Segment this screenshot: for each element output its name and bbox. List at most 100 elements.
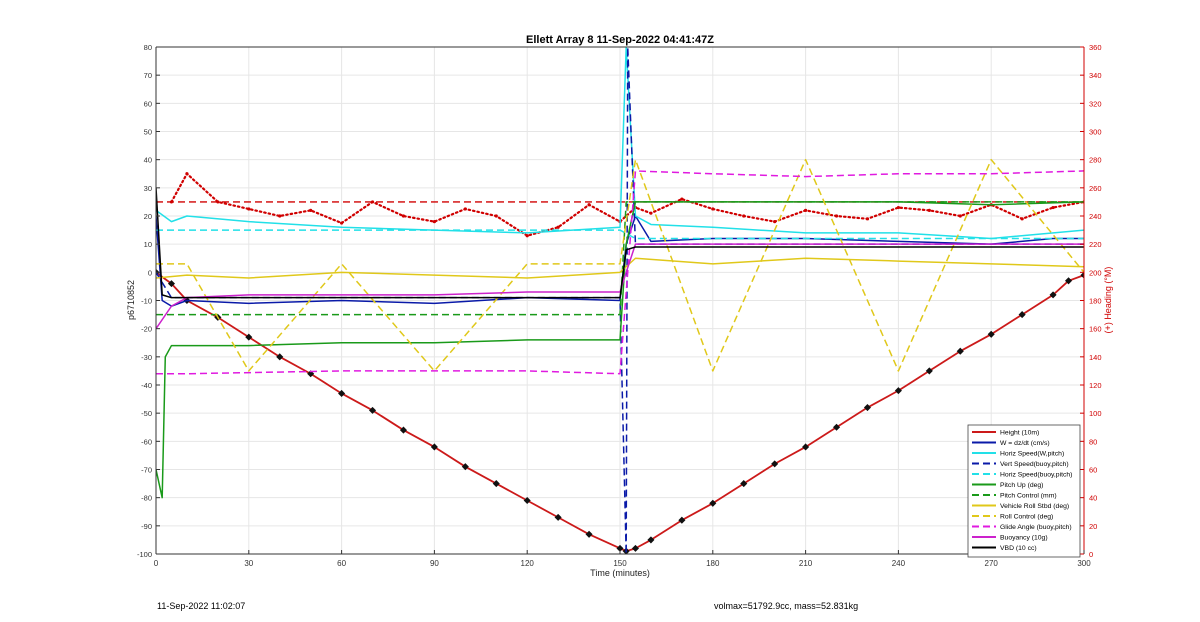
series-line-9	[156, 170, 1084, 375]
height-marker	[1018, 311, 1026, 319]
height-marker	[863, 403, 872, 412]
height-marker	[956, 347, 964, 355]
heading-point	[680, 197, 684, 201]
right-tick-label: 280	[1089, 156, 1102, 165]
y-tick-label: -50	[141, 409, 152, 418]
heading-point	[169, 200, 174, 204]
legend-label-11: VBD (10 cc)	[1000, 545, 1037, 552]
height-marker	[740, 480, 748, 488]
heading-series-line	[170, 171, 1084, 237]
height-marker	[368, 406, 377, 414]
height-marker	[925, 367, 933, 375]
legend-label-8: Roll Control (deg)	[1000, 514, 1053, 521]
heading-point	[463, 207, 467, 211]
heading-point	[773, 220, 777, 224]
right-tick-label: 180	[1089, 297, 1102, 306]
height-marker	[430, 443, 438, 451]
heading-point	[247, 207, 251, 211]
legend: Height (10m) W = dz/dt (cm/s) Horiz Speed(…	[967, 424, 1081, 558]
height-marker	[802, 443, 810, 451]
y-tick-label: -80	[141, 494, 152, 503]
heading-point	[370, 200, 375, 204]
y-tick-label: 0	[148, 268, 152, 277]
right-tick-label: 100	[1089, 409, 1102, 418]
heading-point	[958, 214, 962, 218]
axes: 0 30 60 90 120 150 180 210 240 270 300-100-90-80-7…	[137, 43, 1102, 568]
x-tick-label: 150	[613, 559, 627, 568]
right-tick-label: 140	[1089, 353, 1102, 362]
y-tick-label: 40	[144, 156, 152, 165]
series-line-4	[156, 229, 1084, 240]
legend-label-1: W = dz/dt (cm/s)	[1000, 440, 1050, 447]
y-tick-label: -10	[141, 297, 152, 306]
heading-point	[278, 214, 282, 218]
y-tick-label: -70	[141, 466, 152, 475]
footer-timestamp: 11-Sep-2022 11:02:07	[157, 601, 246, 611]
series-line-11	[156, 187, 1084, 299]
y-tick-label: 60	[144, 99, 152, 108]
heading-point	[401, 214, 406, 218]
heading-point	[865, 217, 870, 221]
height-marker	[678, 516, 686, 524]
right-tick-label: 240	[1089, 212, 1102, 221]
heading-point	[185, 172, 189, 176]
heading-point	[216, 200, 220, 204]
legend-label-10: Buoyancy (10g)	[1000, 535, 1048, 542]
heading-point	[896, 205, 901, 210]
legend-label-3: Vert Speed(buoy,pitch)	[1000, 461, 1069, 468]
right-tick-label: 120	[1089, 381, 1102, 390]
height-marker	[647, 536, 655, 544]
legend-label-0: Height (10m)	[1000, 430, 1039, 437]
y-tick-label: -100	[137, 550, 152, 559]
legend-label-2: Horiz Speed(W,pitch)	[1000, 451, 1064, 458]
right-tick-label: 340	[1089, 71, 1102, 80]
right-tick-label: 360	[1089, 43, 1102, 52]
legend-label-6: Pitch Control (mm)	[1000, 493, 1057, 500]
height-marker	[276, 353, 284, 361]
heading-point	[525, 234, 529, 238]
chart-title: Ellett Array 8 11-Sep-2022 04:41:47Z	[526, 34, 714, 46]
height-marker	[167, 280, 176, 288]
heading-point	[432, 220, 436, 224]
right-tick-label: 260	[1089, 184, 1102, 193]
height-marker	[492, 480, 500, 488]
right-tick-label: 160	[1089, 325, 1102, 334]
heading-point	[556, 225, 560, 229]
heading-point	[340, 221, 344, 225]
heading-point	[587, 203, 591, 207]
height-marker	[832, 423, 841, 431]
y-tick-label: -30	[141, 353, 152, 362]
heading-point	[834, 214, 839, 218]
y-tick-label: 30	[144, 184, 152, 193]
height-marker	[616, 544, 624, 552]
y-tick-label: -90	[141, 522, 152, 531]
right-tick-label: 200	[1089, 268, 1102, 277]
y-tick-label: -40	[141, 381, 152, 390]
height-marker	[338, 389, 346, 397]
right-tick-label: 320	[1089, 99, 1102, 108]
y-tick-label: -20	[141, 325, 152, 334]
y-axis-label: p6710852	[126, 280, 136, 320]
series-lines	[156, 47, 1084, 554]
x-axis-label: Time (minutes)	[590, 568, 650, 578]
legend-label-4: Horiz Speed(buoy,pitch)	[1000, 472, 1072, 479]
y-tick-label: 70	[144, 71, 152, 80]
right-tick-label: 0	[1089, 550, 1093, 559]
y-tick-label: 20	[144, 212, 152, 221]
heading-point	[711, 207, 715, 211]
legend-label-7: Vehicle Roll Stbd (deg)	[1000, 503, 1069, 510]
right-tick-label: 40	[1089, 494, 1097, 503]
x-tick-label: 60	[337, 559, 346, 568]
x-tick-label: 30	[244, 559, 253, 568]
series-line-2	[156, 47, 1084, 240]
right-axis-label: (+) Heading (°M)	[1103, 267, 1113, 334]
heading-point	[927, 208, 931, 212]
right-tick-label: 60	[1089, 466, 1097, 475]
legend-box	[967, 424, 1081, 558]
y-tick-label: 80	[144, 43, 152, 52]
height-marker	[631, 544, 640, 552]
y-tick-label: 50	[144, 128, 152, 137]
x-tick-label: 120	[521, 559, 535, 568]
heading-point	[649, 211, 653, 215]
